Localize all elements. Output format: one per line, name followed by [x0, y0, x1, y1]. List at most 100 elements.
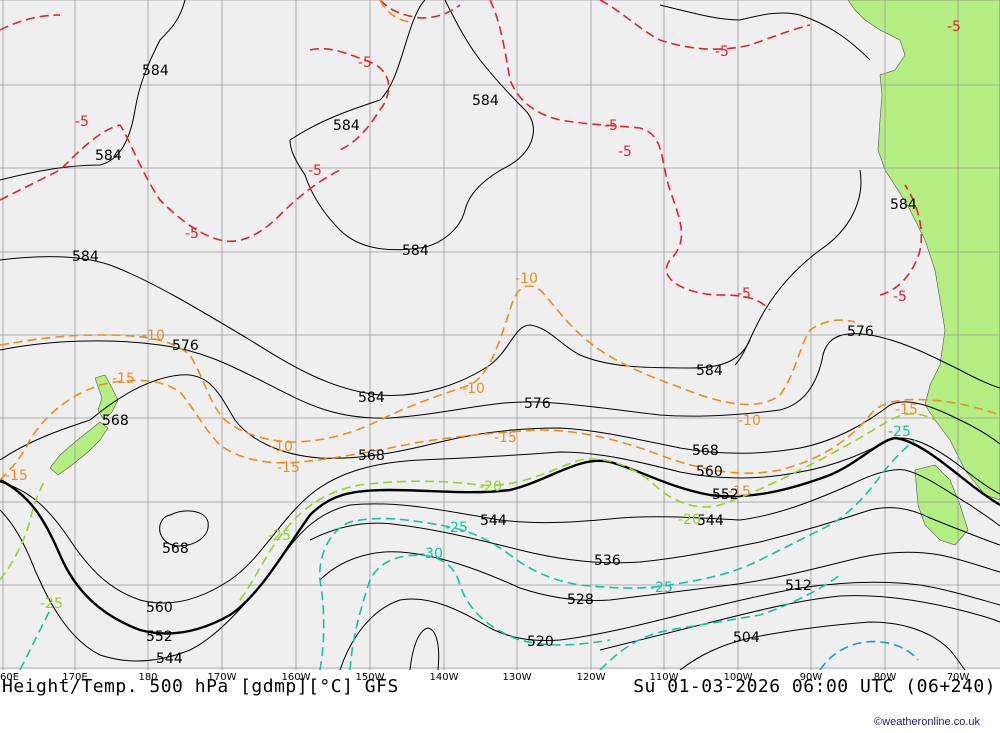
temp-minus35	[819, 640, 919, 670]
height-label: 568	[102, 413, 129, 429]
temp-label: -25	[40, 596, 63, 612]
temp-minus20-a	[0, 479, 46, 581]
longitude-label: 160W	[281, 672, 311, 683]
longitude-label: 70W	[946, 672, 970, 683]
longitude-label: 110W	[649, 672, 679, 683]
height-label: 560	[146, 600, 173, 616]
temp-label: -10	[515, 271, 538, 287]
contour-568-closed	[159, 510, 209, 547]
longitude-label: 150W	[355, 672, 385, 683]
temp-label: -5	[737, 286, 751, 302]
contour-528	[319, 551, 1000, 601]
height-label: 544	[480, 513, 507, 529]
temperature-contours	[0, 0, 1000, 670]
height-label: 576	[524, 396, 551, 412]
temp-label: -5	[604, 118, 618, 134]
map-title: Height/Temp. 500 hPa [gdmp][°C] GFS	[2, 676, 399, 697]
credit-link[interactable]: ©weatheronline.co.uk	[874, 716, 980, 728]
longitude-label: 140W	[429, 672, 459, 683]
height-label: 536	[594, 553, 621, 569]
height-label: 584	[890, 197, 917, 213]
temp-label: -10	[738, 413, 761, 429]
temp-label: -10	[142, 328, 165, 344]
height-label: 568	[162, 541, 189, 557]
contour-584-mid	[289, 0, 426, 141]
height-label: 504	[733, 630, 760, 646]
height-label: 520	[527, 634, 554, 650]
temp-minus5-g	[879, 184, 923, 296]
temp-minus30	[349, 554, 611, 670]
height-label: 584	[95, 148, 122, 164]
temp-label: -15	[728, 484, 751, 500]
temp-label: -15	[277, 460, 300, 476]
temp-label: -25	[445, 520, 468, 536]
temp-label: -25	[888, 424, 911, 440]
land-masses	[49, 0, 1000, 546]
temp-minus5-f	[0, 14, 61, 31]
temp-minus5-e	[599, 0, 811, 50]
new-zealand-north-land	[94, 374, 119, 421]
longitude-label: 100W	[723, 672, 753, 683]
temp-minus5-a	[0, 124, 341, 242]
height-label: 552	[712, 487, 739, 503]
temp-minus10-b	[379, 0, 411, 23]
temp-label: -15	[494, 430, 517, 446]
temp-label: -5	[618, 144, 632, 160]
temp-label: -10	[270, 439, 293, 455]
temp-label: -5	[75, 114, 89, 130]
lat-lon-grid	[0, 0, 1000, 670]
temp-label: -15	[112, 371, 135, 387]
contour-576-a	[0, 333, 1000, 419]
temp-minus25-a	[319, 439, 916, 670]
longitude-label: 130W	[502, 672, 532, 683]
temp-label: -5	[185, 226, 199, 242]
tierra-del-fuego-land	[914, 464, 969, 546]
longitude-label: 120W	[576, 672, 606, 683]
longitude-label: 60E	[0, 672, 20, 683]
height-label: 552	[146, 629, 173, 645]
temp-label: -30	[420, 546, 443, 562]
temp-label: -5	[308, 163, 322, 179]
height-label: 568	[692, 443, 719, 459]
weather-map: 584 584 584 584 584 584 584 584 576 576 …	[0, 0, 1000, 670]
temp-label: -25	[268, 528, 291, 544]
contour-584-trough	[289, 0, 534, 251]
height-label: 544	[156, 651, 183, 667]
longitude-label: 170E	[62, 672, 88, 683]
contour-low	[409, 627, 440, 670]
contour-504	[679, 621, 966, 670]
temp-label: -10	[462, 381, 485, 397]
contour-536	[309, 507, 1000, 564]
temp-minus10-a	[0, 285, 856, 443]
height-label: 584	[142, 63, 169, 79]
temp-minus25-b	[19, 609, 51, 670]
height-label: 584	[402, 243, 429, 259]
height-label: 560	[696, 464, 723, 480]
temp-minus5-d	[379, 0, 461, 19]
contour-568-a	[0, 374, 1000, 461]
longitude-label: 170W	[207, 672, 237, 683]
temp-label: -20	[678, 512, 701, 528]
contour-584-long	[0, 256, 751, 396]
temp-label: -5	[358, 55, 372, 71]
longitude-label: 180	[138, 672, 158, 683]
temp-minus25-c	[599, 574, 841, 670]
height-contours	[0, 0, 1000, 670]
map-footer	[0, 670, 1000, 733]
contour-520	[339, 581, 1000, 670]
height-label: 584	[358, 390, 385, 406]
temp-label: -15	[895, 402, 918, 418]
height-label: 584	[333, 118, 360, 134]
height-label: 528	[567, 592, 594, 608]
height-label: 576	[172, 338, 199, 354]
longitude-label: 90W	[799, 672, 823, 683]
contour-584-south-am	[734, 169, 862, 366]
height-label: 576	[847, 324, 874, 340]
contour-544	[0, 469, 1000, 662]
height-label: 584	[472, 93, 499, 109]
contour-512	[599, 595, 1000, 651]
temperature-contour-labels: -5 -5 -5 -5 -5 -5 -5 -5 -5 -5 -10 -10 -1…	[5, 19, 961, 612]
height-label: 584	[72, 249, 99, 265]
temp-label: -5	[947, 19, 961, 35]
height-label: 568	[358, 448, 385, 464]
